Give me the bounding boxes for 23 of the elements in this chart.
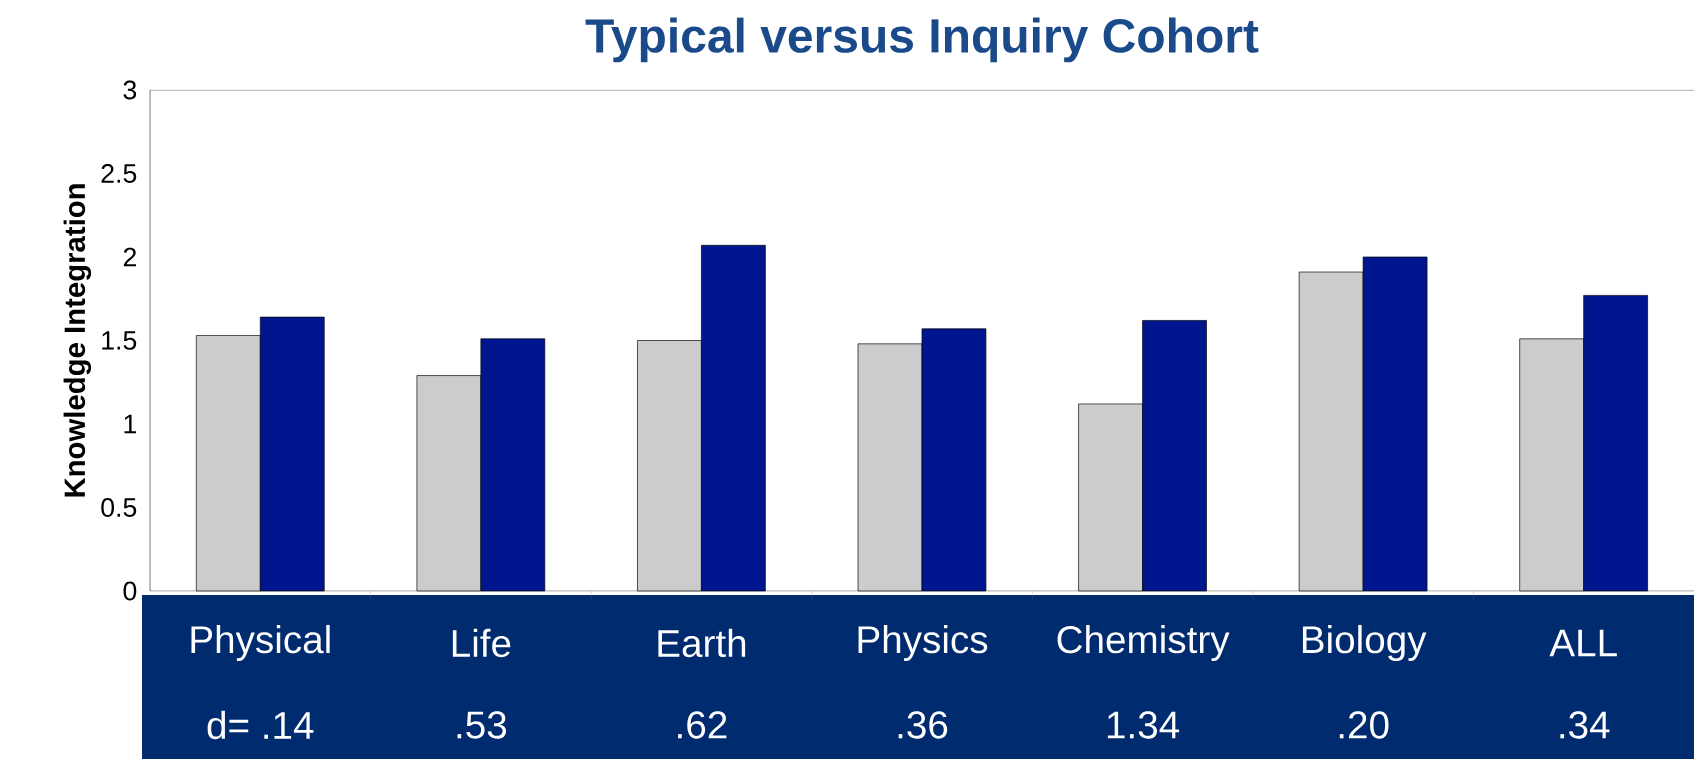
text: .36 [898,711,948,739]
text: .53 [457,711,507,739]
chart-title: Typical versus Inquiry Cohort [585,17,1259,63]
text: 1.34 [1107,711,1180,739]
y-axis-title: Knowledge Integration [63,184,92,497]
text: .20 [1339,711,1389,739]
y-tick-label: 3 [123,80,137,100]
x-tick-label: Earth [658,628,746,658]
text: d= .14 [207,710,314,740]
y-tick-label: 2 [123,247,136,267]
x-tick-label: Biology [1302,624,1427,662]
x-tick-label: Chemistry [1057,624,1230,662]
x-tick-label: Physical [191,624,330,662]
y-tick-label: 2.5 [101,164,137,183]
text: .34 [1560,711,1610,739]
text: .62 [678,711,727,739]
x-tick-label: Life [452,628,511,658]
y-tick-label: 1 [124,414,136,434]
y-tick-label: 1.5 [102,331,137,350]
y-tick-label: 0 [123,581,137,601]
y-tick-label: 0.5 [101,498,137,517]
x-tick-label: Physics [858,624,988,662]
x-tick-label: ALL [1549,629,1617,657]
